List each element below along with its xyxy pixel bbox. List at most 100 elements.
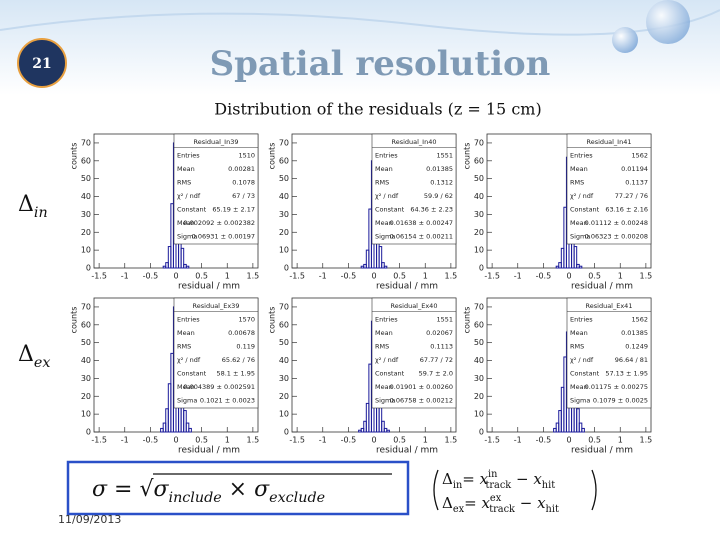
stats-box (173, 297, 259, 409)
x-tick-label: 0 (173, 436, 178, 445)
y-tick-label: 30 (81, 374, 91, 383)
y-tick-label: 60 (81, 320, 91, 329)
stats-value: 65.62 / 76 (222, 356, 255, 364)
x-tick-label: -1.5 (91, 272, 107, 281)
text-part: Δ (442, 470, 453, 488)
y-tick-label: 20 (81, 228, 91, 237)
y-tick-label: 10 (279, 410, 289, 419)
stats-title: Residual_In40 (391, 138, 436, 146)
text-part: Δ (18, 192, 34, 217)
y-tick-label: 0 (479, 264, 484, 273)
y-axis-label: counts (268, 307, 277, 334)
stats-label: Sigma (375, 232, 395, 240)
stats-label: Sigma (177, 396, 197, 404)
stats-label: RMS (177, 178, 191, 186)
y-tick-label: 70 (279, 138, 289, 147)
y-tick-label: 40 (474, 192, 484, 201)
text-part: − x (511, 470, 542, 488)
stats-label: Mean (375, 165, 393, 173)
y-tick-label: 10 (474, 410, 484, 419)
stats-value: 0.002092 ± 0.002382 (183, 219, 255, 227)
text-part: = x (462, 470, 488, 488)
x-tick-label: 0.5 (588, 272, 601, 281)
y-tick-label: 40 (81, 356, 91, 365)
stats-value: 0.1021 ± 0.0023 (200, 396, 255, 404)
y-tick-label: 70 (81, 302, 91, 311)
y-axis-label: counts (463, 307, 472, 334)
stats-label: Entries (177, 151, 200, 159)
stats-label: Mean (177, 383, 195, 391)
x-tick-label: -1.5 (91, 436, 107, 445)
stats-box (173, 133, 259, 245)
histogram-bar (185, 422, 190, 433)
text-part: σ (254, 477, 270, 502)
y-tick-label: 20 (81, 392, 91, 401)
x-tick-label: -1.5 (484, 436, 500, 445)
x-tick-label: 0.5 (393, 436, 406, 445)
y-tick-label: 10 (81, 246, 91, 255)
definition: Δin= xin track − xhit (442, 469, 555, 491)
slide-number-badge (17, 38, 67, 88)
stats-value: 63.16 ± 2.16 (605, 205, 648, 213)
stats-label: Mean (570, 165, 588, 173)
y-tick-label: 60 (474, 156, 484, 165)
stats-label: Entries (570, 315, 593, 323)
stats-label: χ² / ndf (570, 356, 594, 364)
x-tick-label: -1 (121, 436, 129, 445)
y-tick-label: 0 (86, 264, 91, 273)
histogram-bar (183, 410, 187, 433)
text-part: in (34, 205, 48, 221)
stats-value: 0.01901 ± 0.00260 (390, 383, 453, 391)
x-tick-label: 0.5 (195, 272, 208, 281)
stats-value: 0.06758 ± 0.00212 (390, 396, 453, 404)
date: 11/09/2013 (58, 513, 121, 526)
x-tick-label: -0.5 (143, 272, 159, 281)
y-tick-label: 70 (474, 302, 484, 311)
stats-value: 0.1312 (430, 178, 453, 186)
histogram-panel: 0 10 20 30 40 50 60 70 -1.5 -1 -0.5 0 0.5 1 1.5 residua… (70, 133, 259, 292)
x-tick-label: 0.5 (393, 272, 406, 281)
stats-label: Entries (570, 151, 593, 159)
stats-value: 67 / 73 (232, 192, 255, 200)
y-tick-label: 0 (86, 428, 91, 437)
x-tick-label: 1.5 (640, 436, 653, 445)
x-tick-label: 1 (618, 436, 623, 445)
y-tick-label: 30 (474, 374, 484, 383)
text-part: hit (542, 480, 555, 491)
text-part: σ (153, 477, 169, 502)
stats-value: 57.13 ± 1.95 (605, 369, 648, 377)
y-tick-label: 50 (279, 338, 289, 347)
x-tick-label: 0 (566, 436, 571, 445)
x-tick-label: -1 (514, 436, 522, 445)
x-tick-label: 1 (423, 272, 428, 281)
stats-label: RMS (375, 342, 389, 350)
y-axis-label: counts (463, 143, 472, 170)
histogram-panel: 0 10 20 30 40 50 60 70 -1.5 -1 -0.5 0 0.5 1 1.5 residua… (268, 133, 457, 292)
x-tick-label: 1.5 (247, 436, 260, 445)
text-part: hit (546, 504, 559, 515)
y-tick-label: 0 (479, 428, 484, 437)
y-tick-label: 50 (279, 174, 289, 183)
stats-value: 59.9 / 62 (424, 192, 453, 200)
stats-value: 0.01194 (621, 165, 648, 173)
y-tick-label: 70 (81, 138, 91, 147)
stats-label: Mean (375, 329, 393, 337)
stats-value: 0.01175 ± 0.00275 (585, 383, 648, 391)
stats-box (566, 133, 652, 245)
stats-label: Mean (570, 383, 588, 391)
stats-value: 1551 (436, 315, 453, 323)
stats-value: 64.36 ± 2.23 (410, 205, 453, 213)
stats-label: Sigma (570, 396, 590, 404)
x-axis-label: residual / mm (571, 282, 633, 292)
histogram-bar (578, 422, 583, 433)
stats-title: Residual_In41 (586, 138, 631, 146)
y-tick-label: 60 (81, 156, 91, 165)
stats-value: 0.01385 (426, 165, 453, 173)
stats-label: Constant (375, 369, 405, 377)
stats-value: 0.01112 ± 0.00248 (585, 219, 648, 227)
stats-value: 96.64 / 81 (615, 356, 648, 364)
stats-title: Residual_Ex40 (391, 302, 438, 310)
y-tick-label: 50 (474, 174, 484, 183)
formula-box (66, 460, 410, 516)
